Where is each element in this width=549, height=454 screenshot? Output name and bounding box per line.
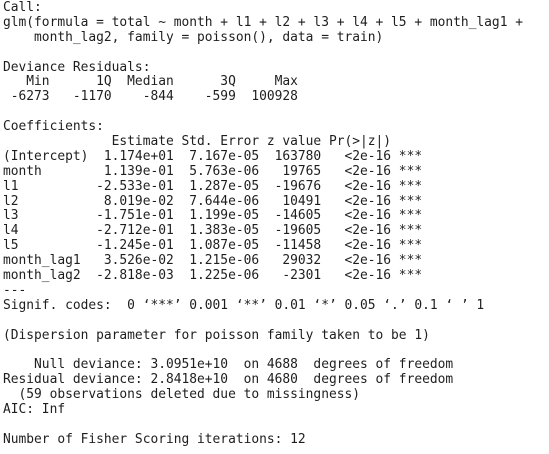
output-line: l3 -1.751e-01 1.199e-05 -14605 <2e-16 **… (3, 208, 423, 224)
output-line: Signif. codes: 0 ‘***’ 0.001 ‘**’ 0.01 ‘… (3, 297, 485, 313)
output-line: (Intercept) 1.174e+01 7.167e-05 163780 <… (3, 148, 423, 164)
output-line: Coefficients: (3, 119, 104, 135)
output-line: l5 -1.245e-01 1.087e-05 -11458 <2e-16 **… (3, 238, 423, 254)
output-line: Min 1Q Median 3Q Max (3, 74, 298, 90)
output-line: (Dispersion parameter for poisson family… (3, 327, 430, 343)
output-block: Deviance Residuals: Min 1Q Median 3Q Max… (3, 59, 549, 106)
output-line: AIC: Inf (3, 402, 66, 418)
output-line: (59 observations deleted due to missingn… (3, 387, 360, 403)
output-line: month_lag2, family = poisson(), data = t… (3, 29, 384, 45)
output-line: month 1.139e-01 5.763e-06 19765 <2e-16 *… (3, 163, 423, 179)
output-line: month_lag1 3.526e-02 1.215e-06 29032 <2e… (3, 253, 423, 269)
output-block: Call: glm(formula = total ~ month + l1 + … (3, 0, 549, 46)
output-line: month_lag2 -2.818e-03 1.225e-06 -2301 <2… (3, 268, 423, 284)
output-line: --- (3, 282, 27, 298)
output-line: Residual deviance: 2.8418e+10 on 4680 de… (3, 372, 454, 388)
output-line: -6273 -1170 -844 -599 100928 (3, 89, 298, 105)
output-line: l1 -2.533e-01 1.287e-05 -19676 <2e-16 **… (3, 178, 423, 194)
output-line: l4 -2.712e-01 1.383e-05 -19605 <2e-16 **… (3, 223, 423, 239)
output-line: Deviance Residuals: (3, 59, 151, 75)
output-block: Null deviance: 3.0951e+10 on 4688 degree… (3, 357, 549, 418)
output-block: Number of Fisher Scoring iterations: 12 (3, 431, 549, 448)
output-block: Coefficients: Estimate Std. Error z valu… (3, 119, 549, 314)
output-block: (Dispersion parameter for poisson family… (3, 327, 549, 344)
output-line: Estimate Std. Error z value Pr(>|z|) (3, 134, 392, 150)
output-line: Call: (3, 0, 42, 15)
output-line: glm(formula = total ~ month + l1 + l2 + … (3, 14, 523, 30)
output-line: Number of Fisher Scoring iterations: 12 (3, 431, 306, 447)
output-line: Null deviance: 3.0951e+10 on 4688 degree… (3, 357, 454, 373)
output-line: l2 8.019e-02 7.644e-06 10491 <2e-16 *** (3, 193, 423, 209)
